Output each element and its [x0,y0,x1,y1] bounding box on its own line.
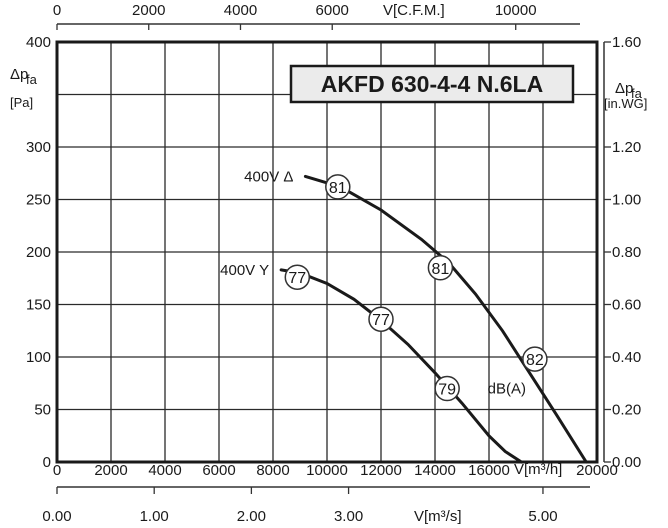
sound-level-marker [368,306,394,332]
x-tick-label: 10000 [306,462,348,479]
x-tick-label: 8000 [256,462,289,479]
right-tick-label: 1.60 [612,34,641,51]
right-tick-label: 0.60 [612,297,641,314]
bottom-tick-label: 3.00 [334,508,363,525]
y-tick-label: 150 [26,297,51,314]
right-axis-label-main: Δp [615,80,633,97]
x-tick-label: 6000 [202,462,235,479]
y-tick-label: 250 [26,192,51,209]
y-tick-label: 0 [43,454,51,471]
x-tick-label: 14000 [414,462,456,479]
title-box-frame [289,64,575,104]
top-tick-label: 4000 [224,2,257,19]
curve-label: 400V Y [220,262,269,279]
sound-unit-annotation: dB(A) [488,381,526,398]
top-tick-label: 0 [53,2,61,19]
x-tick-label: 20000 [576,462,618,479]
bottom-tick-label: 2.00 [237,508,266,525]
chart-title: AKFD 630-4-4 N.6LA [321,71,543,97]
bottom-tick-label: 5.00 [528,508,557,525]
top-tick-label: 6000 [316,2,349,19]
top-tick-label: 10000 [495,2,537,19]
right-tick-label: 1.00 [612,192,641,209]
sound-level-marker [325,174,351,200]
x-tick-label: 0 [53,462,61,479]
top-axis-label: V[C.F.M.] [383,2,445,19]
sound-level-marker [522,346,548,372]
right-tick-label: 0.80 [612,244,641,261]
title-box: AKFD 630-4-4 N.6LA [289,64,575,104]
x-tick-label: 12000 [360,462,402,479]
y-axis-unit: [Pa] [10,95,33,110]
top-tick-label: 2000 [132,2,165,19]
grid-lines [57,42,597,462]
y-axis-label-sub: fa [26,72,38,87]
bottom-axis-label: V[m³/s] [414,508,462,525]
x-axis-label: V[m³/h] [514,461,562,478]
axes: 0 50 100 150 200 250 300 400 0.00 0.20 0.40 0.60 0.8… [26,2,641,525]
fan-curve-line [279,268,523,464]
sound-level-marker [284,264,311,290]
y-tick-label: 200 [26,244,51,261]
y-tick-label: 400 [26,34,51,51]
y-axis-label-main: Δp [10,66,28,83]
sound-level-value: 77 [372,312,390,329]
y-tick-label: 100 [26,349,51,366]
fan-curve-line [303,174,588,464]
sound-level-value: 81 [432,261,450,278]
right-tick-label: 0.00 [612,454,641,471]
right-tick-label: 0.20 [612,402,641,419]
sound-level-value: 79 [438,382,456,399]
sound-level-value: 77 [288,270,306,287]
sound-level-value: 82 [526,352,544,369]
sound-level-marker [434,375,460,402]
curve-label: 400V Δ [244,168,293,185]
curve-layer: 400V Δ 81 81 82 400V Y 77 77 79 dB(A) [220,168,588,464]
bottom-tick-label: 0.00 [42,508,71,525]
sound-level-marker [427,255,454,281]
right-tick-label: 1.20 [612,139,641,156]
x-tick-label: 4000 [148,462,181,479]
plot-frame [55,40,599,464]
y-tick-label: 300 [26,139,51,156]
right-axis-unit: [in.WG] [604,96,647,111]
x-tick-label: 2000 [94,462,127,479]
right-axis-label-sub: fa [631,86,643,101]
bottom-tick-label: 1.00 [140,508,169,525]
x-tick-label: 16000 [468,462,510,479]
y-tick-label: 50 [34,402,51,419]
right-tick-label: 0.40 [612,349,641,366]
sound-level-value: 81 [329,180,347,197]
